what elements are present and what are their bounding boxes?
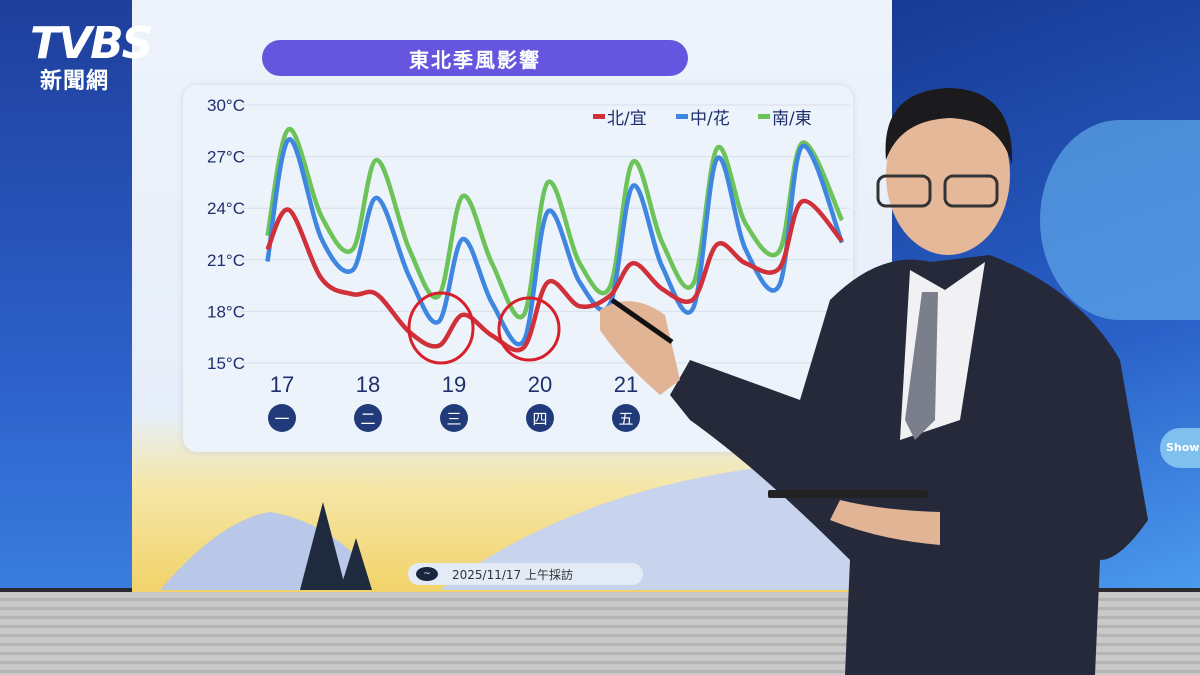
weather-logo-icon: ~ [416, 567, 438, 581]
chart-title: 東北季風影響 [262, 40, 688, 76]
x-tick-label: 17 [270, 372, 294, 397]
weekday-label: 四 [532, 410, 547, 428]
hair [885, 88, 1013, 165]
mountain-shape [440, 460, 850, 590]
x-tick-label: 20 [528, 372, 552, 397]
presenter-hand [600, 301, 680, 395]
series-line-2 [265, 126, 844, 320]
tablet [768, 490, 928, 498]
logo-text: TVBS [30, 18, 153, 69]
weekday-label: 五 [618, 410, 633, 428]
show-badge: Show [1160, 428, 1200, 468]
presenter-head [886, 95, 1010, 255]
tree-icon [340, 538, 372, 590]
weekday-label: 一 [274, 410, 289, 428]
necktie [905, 292, 938, 440]
y-tick-label: 27°C [207, 148, 245, 167]
weekday-badge [612, 404, 640, 432]
y-tick-label: 21°C [207, 251, 245, 270]
x-tick-label: 18 [356, 372, 380, 397]
legend-swatch [676, 114, 688, 119]
y-tick-label: 30°C [207, 96, 245, 115]
tree-icon [300, 502, 346, 590]
glasses-icon [876, 174, 932, 208]
legend-swatch [758, 114, 770, 119]
footer-date-text: 2025/11/17 上午採訪 [452, 567, 573, 582]
series-line-0 [265, 199, 844, 353]
annotation-circle [407, 291, 475, 365]
logo-subtitle: 新聞網 [40, 69, 110, 94]
decor-blob [1040, 120, 1200, 320]
legend-label: 中/花 [690, 109, 730, 129]
y-tick-label: 24°C [207, 199, 245, 218]
x-tick-label: 21 [614, 372, 638, 397]
legend-label: 南/東 [772, 109, 812, 129]
annotation-circle [497, 296, 561, 362]
pen-icon [610, 297, 674, 345]
tvbs-logo: TVBS 新聞網 [30, 18, 153, 95]
weekday-label: 三 [446, 410, 461, 428]
weekday-badge [268, 404, 296, 432]
y-tick-label: 18°C [207, 302, 245, 321]
footer-date: ~ 2025/11/17 上午採訪 [408, 563, 643, 585]
weekday-badge [526, 404, 554, 432]
weekday-label: 二 [360, 410, 375, 428]
presenter [600, 88, 1148, 675]
presenter-hand [830, 500, 940, 545]
suit [670, 255, 1148, 675]
studio-background-left [0, 0, 140, 600]
legend-swatch [593, 114, 605, 119]
weekday-badge [354, 404, 382, 432]
series-line-1 [265, 137, 845, 347]
weekday-badge [440, 404, 468, 432]
legend-label: 北/宜 [607, 109, 647, 129]
y-tick-label: 15°C [207, 354, 245, 373]
glasses-icon [943, 174, 999, 208]
x-tick-label: 19 [442, 372, 466, 397]
